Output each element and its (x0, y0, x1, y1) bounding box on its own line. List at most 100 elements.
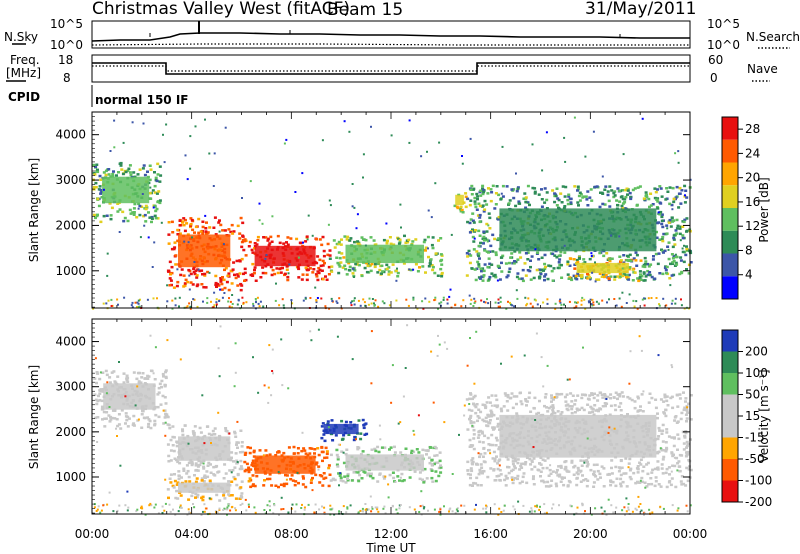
scatter-cell (638, 270, 642, 273)
scatter-cell (499, 305, 501, 308)
scatter-cell (618, 297, 621, 300)
region-core (576, 262, 629, 274)
scatter-cell (534, 505, 537, 508)
scatter-cell (167, 460, 171, 463)
scatter-cell (555, 484, 559, 488)
scatter-cell (122, 372, 126, 375)
scatter-cell (136, 173, 140, 176)
scatter-cell (674, 255, 678, 259)
scatter-cell (476, 260, 480, 264)
scatter-cell (532, 407, 536, 410)
scatter-cell (358, 473, 362, 477)
scatter-cell (685, 451, 688, 454)
scatter-cell (398, 479, 401, 482)
noise-right-tick-bottom: 10^0 (707, 38, 740, 52)
scatter-cell (140, 413, 144, 416)
scatter-cell (550, 394, 553, 397)
scatter-cell (544, 265, 547, 269)
scatter-cell (627, 267, 631, 271)
scatter-cell (132, 213, 136, 216)
scatter-cell (500, 362, 502, 365)
scatter-cell (585, 484, 589, 488)
scatter-cell (180, 268, 184, 271)
scatter-cell (524, 398, 528, 401)
scatter-cell (133, 202, 137, 206)
scatter-cell (513, 508, 516, 511)
scatter-cell (539, 456, 543, 459)
scatter-cell (109, 217, 113, 221)
scatter-cell (601, 405, 605, 408)
scatter-cell (496, 467, 500, 471)
scatter-cell (469, 199, 473, 202)
scatter-cell (543, 512, 546, 515)
scatter-cell (687, 272, 691, 275)
scatter-cell (455, 508, 458, 511)
scatter-cell (554, 194, 558, 198)
scatter-cell (164, 421, 167, 424)
scatter-cell (125, 378, 129, 382)
scatter-cell (398, 507, 401, 510)
scatter-cell (627, 466, 630, 469)
scatter-cell (364, 503, 367, 505)
scatter-cell (596, 394, 600, 397)
region-core (345, 244, 424, 264)
scatter-cell (495, 398, 499, 402)
scatter-cell (142, 122, 145, 125)
scatter-cell (281, 298, 284, 301)
scatter-cell (523, 463, 527, 466)
scatter-cell (481, 237, 485, 240)
scatter-cell (291, 479, 295, 482)
scatter-cell (99, 511, 102, 514)
scatter-cell (395, 508, 398, 511)
scatter-cell (371, 507, 374, 510)
scatter-cell (421, 504, 424, 507)
scatter-cell (438, 302, 441, 305)
scatter-cell (380, 446, 384, 449)
scatter-cell (491, 428, 495, 431)
scatter-cell (197, 268, 200, 271)
scatter-cell (353, 435, 357, 439)
scatter-cell (140, 205, 144, 208)
scatter-cell (599, 391, 603, 395)
scatter-cell (434, 470, 438, 473)
scatter-cell (671, 262, 674, 265)
scatter-cell (605, 513, 608, 516)
scatter-cell (385, 267, 389, 271)
scatter-cell (518, 251, 522, 254)
scatter-cell (219, 288, 222, 291)
scatter-cell (477, 472, 481, 476)
region-core (254, 455, 316, 474)
scatter-cell (413, 508, 416, 511)
scatter-cell (126, 415, 130, 419)
scatter-cell (430, 476, 434, 480)
scatter-cell (408, 506, 411, 509)
scatter-cell (126, 490, 129, 493)
scatter-cell (427, 255, 430, 259)
scatter-cell (244, 498, 247, 501)
scatter-cell (624, 513, 626, 516)
scatter-cell (92, 185, 96, 189)
scatter-cell (165, 123, 168, 126)
scatter-cell (553, 200, 557, 204)
scatter-cell (570, 459, 574, 463)
scatter-cell (675, 218, 679, 222)
scatter-cell (577, 469, 581, 472)
scatter-cell (141, 167, 145, 170)
scatter-cell (470, 445, 473, 448)
scatter-cell (94, 398, 98, 402)
scatter-cell (376, 506, 379, 509)
scatter-cell (589, 278, 592, 281)
scatter-cell (320, 243, 324, 247)
scatter-cell (336, 465, 340, 468)
scatter-cell (664, 408, 668, 412)
scatter-cell (223, 507, 226, 510)
scatter-cell (253, 268, 256, 272)
scatter-cell (618, 272, 622, 276)
scatter-cell (682, 408, 686, 412)
scatter-cell (513, 457, 517, 461)
scatter-cell (639, 503, 642, 505)
scatter-cell (189, 224, 193, 227)
scatter-cell (213, 216, 217, 219)
scatter-cell (118, 361, 120, 363)
scatter-cell (569, 504, 572, 507)
